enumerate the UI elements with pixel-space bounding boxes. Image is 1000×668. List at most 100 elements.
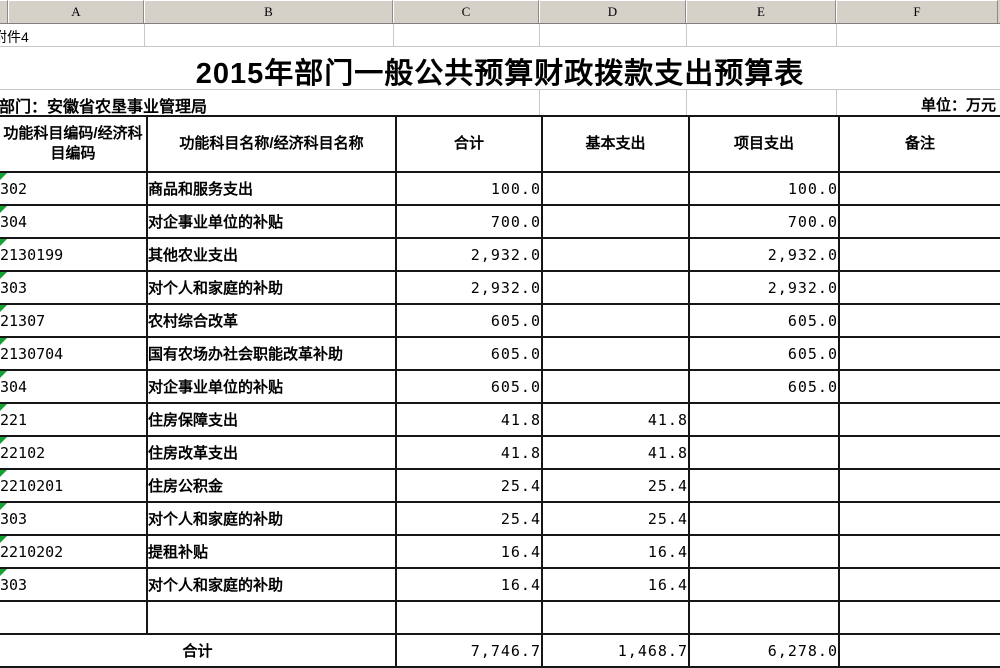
cell-code[interactable] [0, 600, 148, 635]
cell-total[interactable]: 7,746.7 [395, 633, 543, 668]
cell-project[interactable]: 605.0 [688, 369, 840, 404]
cell-code[interactable]: 21307 [0, 303, 148, 338]
cell-name[interactable]: 对企事业单位的补贴 [146, 369, 397, 404]
cell-name[interactable]: 对个人和家庭的补助 [146, 501, 397, 536]
cell-basic[interactable] [541, 204, 690, 239]
cell-project[interactable]: 2,932.0 [688, 237, 840, 272]
cell-basic[interactable] [541, 237, 690, 272]
column-header-f[interactable]: F [836, 0, 998, 23]
cell-total[interactable]: 605.0 [395, 336, 543, 371]
cell-code[interactable]: 221 [0, 402, 148, 437]
cell-code[interactable]: 22102 [0, 435, 148, 470]
cell-total[interactable] [395, 600, 543, 635]
header-cell-total[interactable]: 合计 [395, 115, 543, 173]
column-header-e[interactable]: E [686, 0, 836, 23]
cell-code[interactable]: 303 [0, 270, 148, 305]
cell-name[interactable]: 住房保障支出 [146, 402, 397, 437]
cell-basic[interactable] [541, 336, 690, 371]
header-cell-basic[interactable]: 基本支出 [541, 115, 690, 173]
cell-total[interactable]: 41.8 [395, 435, 543, 470]
cell-code[interactable]: 304 [0, 204, 148, 239]
cell-project[interactable] [688, 468, 840, 503]
cell-code[interactable]: 2130704 [0, 336, 148, 371]
cell-code[interactable]: 2210202 [0, 534, 148, 569]
cell-remark[interactable] [838, 567, 1000, 602]
cell-total-label[interactable]: 合计 [0, 633, 397, 668]
cell-name[interactable]: 国有农场办社会职能改革补助 [146, 336, 397, 371]
cell-project[interactable] [688, 534, 840, 569]
cell-name[interactable]: 商品和服务支出 [146, 171, 397, 206]
cell-project[interactable]: 100.0 [688, 171, 840, 206]
cell-remark[interactable] [838, 336, 1000, 371]
cell-basic[interactable] [541, 600, 690, 635]
cell-name[interactable]: 住房公积金 [146, 468, 397, 503]
cell-code[interactable]: 302 [0, 171, 148, 206]
cell-code[interactable]: 303 [0, 567, 148, 602]
cell-basic[interactable]: 16.4 [541, 567, 690, 602]
cell-total[interactable]: 25.4 [395, 501, 543, 536]
cell-project[interactable]: 605.0 [688, 336, 840, 371]
cell-basic[interactable] [541, 369, 690, 404]
cell-name[interactable]: 对企事业单位的补贴 [146, 204, 397, 239]
header-cell-code[interactable]: 功能科目编码/经济科目编码 [0, 115, 148, 173]
cell-remark[interactable] [838, 237, 1000, 272]
cell-name[interactable]: 对个人和家庭的补助 [146, 270, 397, 305]
cell-project[interactable]: 2,932.0 [688, 270, 840, 305]
cell-name[interactable]: 住房改革支出 [146, 435, 397, 470]
page-title[interactable]: 2015年部门一般公共预算财政拨款支出预算表 [195, 58, 805, 90]
cell-total[interactable]: 2,932.0 [395, 270, 543, 305]
cell-name[interactable]: 提租补贴 [146, 534, 397, 569]
cell-name[interactable] [146, 600, 397, 635]
cell-project[interactable] [688, 567, 840, 602]
cell-project[interactable]: 605.0 [688, 303, 840, 338]
cell-total[interactable]: 2,932.0 [395, 237, 543, 272]
cell-remark[interactable] [838, 303, 1000, 338]
cell-name[interactable]: 农村综合改革 [146, 303, 397, 338]
cell-basic[interactable]: 16.4 [541, 534, 690, 569]
cell-code[interactable]: 303 [0, 501, 148, 536]
header-cell-name[interactable]: 功能科目名称/经济科目名称 [146, 115, 397, 173]
cell-remark[interactable] [838, 171, 1000, 206]
cell-total[interactable]: 700.0 [395, 204, 543, 239]
cell-code[interactable]: 304 [0, 369, 148, 404]
cell-basic[interactable]: 41.8 [541, 402, 690, 437]
cell-remark[interactable] [838, 501, 1000, 536]
cell-remark[interactable] [838, 435, 1000, 470]
cell-code[interactable]: 2210201 [0, 468, 148, 503]
cell-project[interactable] [688, 435, 840, 470]
cell-project[interactable]: 700.0 [688, 204, 840, 239]
attachment-cell[interactable]: 附件4 [0, 29, 29, 45]
cell-remark[interactable] [838, 402, 1000, 437]
cell-remark[interactable] [838, 270, 1000, 305]
cell-total[interactable]: 25.4 [395, 468, 543, 503]
column-header-c[interactable]: C [393, 0, 539, 23]
department-cell[interactable]: 部门：安徽省农垦事业管理局 [0, 99, 208, 116]
cell-total[interactable]: 605.0 [395, 369, 543, 404]
cell-basic[interactable]: 1,468.7 [541, 633, 690, 668]
cell-project[interactable] [688, 501, 840, 536]
cell-basic[interactable] [541, 171, 690, 206]
cell-remark[interactable] [838, 204, 1000, 239]
cell-remark[interactable] [838, 369, 1000, 404]
column-header-b[interactable]: B [144, 0, 393, 23]
cell-basic[interactable] [541, 303, 690, 338]
cell-basic[interactable]: 25.4 [541, 468, 690, 503]
cell-name[interactable]: 对个人和家庭的补助 [146, 567, 397, 602]
cell-remark[interactable] [838, 633, 1000, 668]
cell-basic[interactable]: 25.4 [541, 501, 690, 536]
column-header-a[interactable]: A [8, 0, 144, 23]
cell-total[interactable]: 605.0 [395, 303, 543, 338]
cell-remark[interactable] [838, 534, 1000, 569]
cell-project[interactable]: 6,278.0 [688, 633, 840, 668]
cell-remark[interactable] [838, 468, 1000, 503]
cell-total[interactable]: 41.8 [395, 402, 543, 437]
cell-remark[interactable] [838, 600, 1000, 635]
cell-project[interactable] [688, 402, 840, 437]
cell-name[interactable]: 其他农业支出 [146, 237, 397, 272]
unit-cell[interactable]: 单位：万元 [920, 97, 996, 114]
cell-project[interactable] [688, 600, 840, 635]
header-cell-project[interactable]: 项目支出 [688, 115, 840, 173]
cell-basic[interactable]: 41.8 [541, 435, 690, 470]
column-header-d[interactable]: D [539, 0, 686, 23]
cell-total[interactable]: 16.4 [395, 534, 543, 569]
